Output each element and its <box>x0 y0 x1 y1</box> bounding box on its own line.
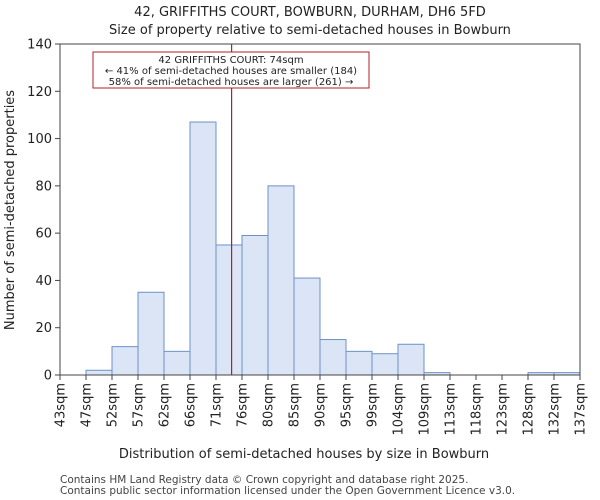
bar <box>111 346 139 376</box>
bar <box>267 185 295 376</box>
annotation-box: 42 GRIFFITHS COURT: 74sqm ← 41% of semi-… <box>92 51 370 89</box>
x-tick-label: 123sqm <box>496 383 511 436</box>
x-tick-label: 71sqm <box>210 383 225 427</box>
x-tick-label: 109sqm <box>418 383 433 436</box>
x-tick-label: 137sqm <box>574 383 589 436</box>
x-tick-label: 118sqm <box>470 383 485 436</box>
x-tick-label: 104sqm <box>392 383 407 436</box>
bar <box>189 121 217 376</box>
annotation-line-1: 42 GRIFFITHS COURT: 74sqm <box>158 55 303 66</box>
y-tick-label: 0 <box>44 369 52 384</box>
bar <box>241 235 269 376</box>
x-tick-label: 132sqm <box>548 383 563 436</box>
y-axis-label: Number of semi-detached properties <box>3 90 18 330</box>
x-axis-label: Distribution of semi-detached houses by … <box>119 447 489 462</box>
bar <box>85 369 113 376</box>
y-tick-label: 40 <box>35 274 52 289</box>
x-tick-label: 128sqm <box>522 383 537 436</box>
x-tick-label: 80sqm <box>262 383 277 427</box>
x-axis-ticks: 43sqm 47sqm 52sqm 57sqm 62sqm 66sqm 71sqm 76sqm… <box>54 375 589 436</box>
chart-subtitle: Size of property relative to semi-detach… <box>109 23 511 38</box>
bar <box>371 353 399 376</box>
y-tick-label: 100 <box>27 132 52 147</box>
bar <box>215 244 243 376</box>
x-tick-label: 57sqm <box>132 383 147 427</box>
bar <box>397 343 425 376</box>
y-tick-label: 20 <box>35 321 52 336</box>
plot-frame <box>59 43 581 376</box>
bar <box>163 350 191 376</box>
x-tick-label: 90sqm <box>314 383 329 427</box>
chart-title: 42, GRIFFITHS COURT, BOWBURN, DURHAM, DH… <box>134 5 486 20</box>
x-tick-label: 85sqm <box>288 383 303 427</box>
annotation-line-3: 58% of semi-detached houses are larger (… <box>109 77 354 88</box>
x-tick-label: 52sqm <box>106 383 121 427</box>
x-tick-label: 62sqm <box>158 383 173 427</box>
y-tick-label: 140 <box>27 38 52 53</box>
x-tick-label: 95sqm <box>340 383 355 427</box>
x-tick-label: 43sqm <box>54 383 69 427</box>
footer-line-2: Contains public sector information licen… <box>60 485 515 497</box>
y-axis-ticks: 0 20 40 60 80 100 120 140 <box>27 38 60 384</box>
x-tick-label: 113sqm <box>444 383 459 436</box>
annotation-line-2: ← 41% of semi-detached houses are smalle… <box>105 66 357 77</box>
y-tick-label: 120 <box>27 85 52 100</box>
bar <box>293 277 321 376</box>
x-tick-label: 99sqm <box>366 383 381 427</box>
y-tick-label: 80 <box>35 179 52 194</box>
x-tick-label: 47sqm <box>80 383 95 427</box>
x-tick-label: 76sqm <box>236 383 251 427</box>
bars <box>85 121 581 376</box>
bar <box>137 291 165 376</box>
x-tick-label: 66sqm <box>184 383 199 427</box>
y-tick-label: 60 <box>35 227 52 242</box>
bar <box>345 350 373 376</box>
bar <box>319 339 347 376</box>
footer-line-1: Contains HM Land Registry data © Crown c… <box>60 474 468 486</box>
